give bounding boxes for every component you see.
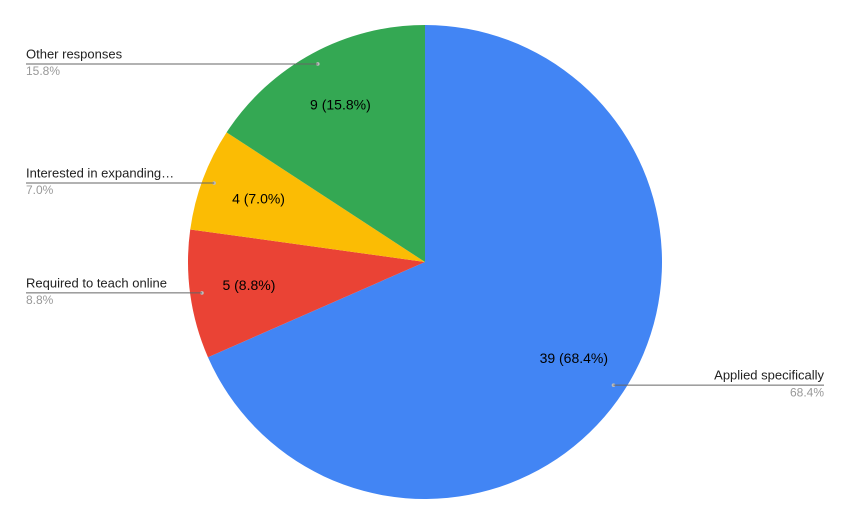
pie-slice	[187, 229, 425, 358]
percent-label: 8.8%	[26, 293, 54, 307]
legend-label: Other responses	[26, 46, 123, 61]
legend-label: Required to teach online	[26, 275, 167, 290]
slice-label: 39 (68.4%)	[540, 350, 608, 366]
legend-label: Interested in expanding…	[26, 165, 174, 180]
slice-label: 9 (15.8%)	[310, 96, 371, 112]
legend-label: Applied specifically	[714, 368, 824, 383]
percent-label: 7.0%	[26, 183, 54, 197]
pie-slice	[207, 25, 662, 499]
slice-label: 4 (7.0%)	[232, 190, 285, 206]
pie-slice	[190, 132, 425, 262]
slice-label: 5 (8.8%)	[222, 277, 275, 293]
pie-slice	[226, 25, 425, 262]
percent-label: 68.4%	[790, 385, 824, 399]
percent-label: 15.8%	[26, 64, 60, 78]
